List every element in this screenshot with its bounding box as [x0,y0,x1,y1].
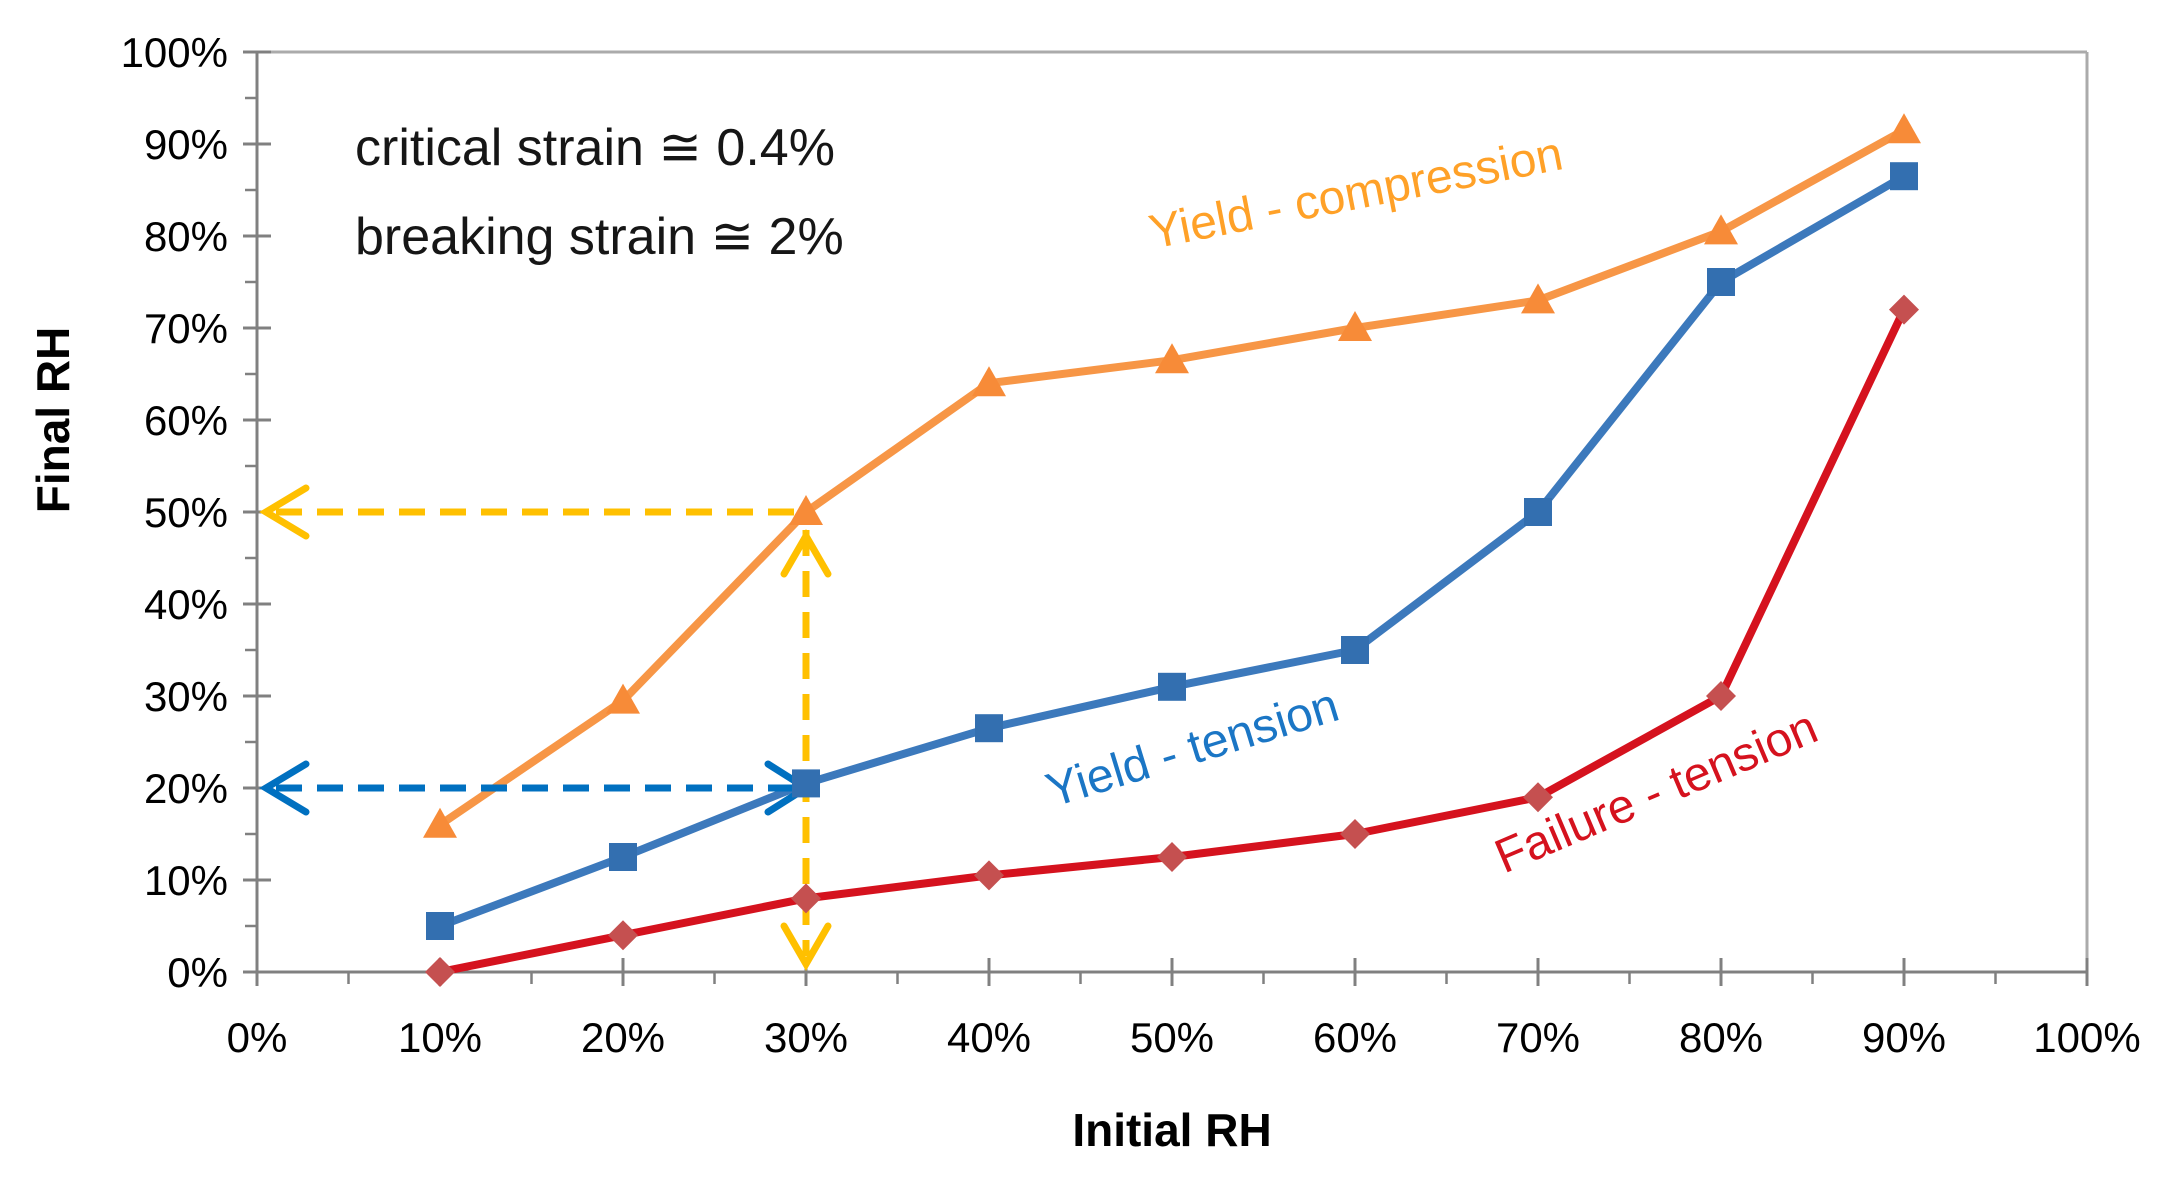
y-tick-label: 10% [144,857,228,904]
data-point-failure-tension [974,860,1004,891]
data-point-yield-tension [609,843,637,871]
x-tick-label: 10% [398,1014,482,1061]
x-tick-label: 100% [2033,1014,2140,1061]
x-tick-label: 40% [947,1014,1031,1061]
y-tick-label: 90% [144,121,228,168]
y-tick-label: 50% [144,489,228,536]
data-point-yield-compression [1887,113,1921,144]
series-line-yield-tension [436,172,1908,930]
x-axis-title: Initial RH [1072,1104,1272,1156]
guide-tension-guide-left-arrowhead [259,760,310,816]
data-point-yield-tension [1890,162,1918,191]
x-tick-label: 0% [227,1014,288,1061]
y-tick-label: 100% [121,29,228,76]
data-point-failure-tension [425,957,455,987]
y-axis-title: Final RH [27,326,79,514]
data-point-failure-tension [1157,842,1187,872]
data-point-yield-compression [606,683,640,714]
data-point-failure-tension [1523,782,1553,813]
data-point-yield-tension [1707,268,1735,296]
y-tick-label: 0% [167,949,228,996]
data-point-yield-compression [423,807,457,838]
y-tick-label: 40% [144,581,228,628]
guide-compression-guide-up-arrowhead [780,529,832,578]
data-point-failure-tension [791,883,821,914]
x-tick-label: 80% [1679,1014,1763,1061]
data-point-yield-compression [1521,283,1555,314]
data-point-yield-compression [1704,214,1738,245]
x-tick-label: 30% [764,1014,848,1061]
y-tick-label: 30% [144,673,228,720]
data-point-yield-compression [972,366,1006,397]
guide-compression-guide-left-arrowhead [259,484,310,540]
data-point-yield-tension [792,769,820,798]
data-point-yield-tension [426,912,454,940]
annotation-breaking-strain: breaking strain ≅ 2% [355,208,844,266]
data-point-yield-compression [1338,311,1372,341]
x-tick-label: 70% [1496,1014,1580,1061]
x-tick-label: 20% [581,1014,665,1061]
x-tick-label: 60% [1313,1014,1397,1061]
data-point-yield-compression [1155,343,1189,374]
data-point-yield-tension [1158,672,1186,701]
data-point-yield-tension [1524,498,1552,526]
data-point-failure-tension [608,920,638,951]
series-line-failure-tension [436,305,1908,976]
data-point-yield-tension [1341,636,1369,664]
y-tick-label: 80% [144,213,228,260]
x-tick-label: 50% [1130,1014,1214,1061]
data-point-yield-compression [789,495,823,525]
data-point-failure-tension [1889,294,1919,325]
x-tick-label: 90% [1862,1014,1946,1061]
data-point-yield-tension [975,714,1003,743]
annotation-critical-strain: critical strain ≅ 0.4% [355,119,835,177]
y-tick-label: 60% [144,397,228,444]
y-tick-label: 20% [144,765,228,812]
data-point-failure-tension [1340,819,1370,849]
guide-compression-guide-down-arrowhead [780,922,832,971]
y-tick-label: 70% [144,305,228,352]
data-point-failure-tension [1706,681,1736,711]
